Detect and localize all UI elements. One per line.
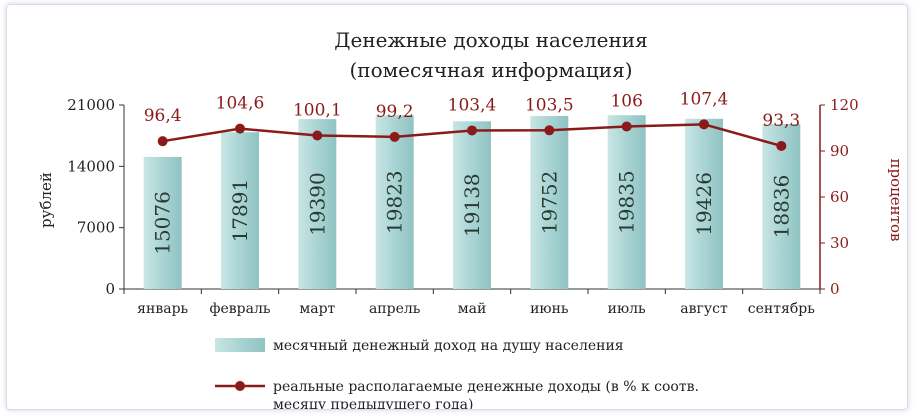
bar xyxy=(143,156,182,289)
bar xyxy=(530,115,569,289)
bar-value-label: 19138 xyxy=(460,173,484,237)
x-axis-category-label: июнь xyxy=(530,301,569,317)
left-axis-tick-label: 14000 xyxy=(67,157,115,175)
bar-value-label: 17891 xyxy=(228,179,252,243)
bar-value-label: 19823 xyxy=(383,170,407,234)
line-value-label: 99,2 xyxy=(376,102,414,122)
x-axis-category-label: апрель xyxy=(369,301,421,317)
line-value-label: 106 xyxy=(610,91,642,111)
left-axis-tick-label: 7000 xyxy=(77,219,115,237)
bar xyxy=(685,118,723,290)
line-value-label: 93,3 xyxy=(762,111,800,131)
right-axis-tick-label: 120 xyxy=(830,96,859,114)
legend-bar-swatch xyxy=(215,338,265,352)
line-point xyxy=(312,130,323,141)
line-point xyxy=(621,121,632,132)
line-point xyxy=(699,119,709,130)
bar xyxy=(607,115,646,290)
line-value-label: 104,6 xyxy=(216,94,265,114)
left-axis-tick-label: 0 xyxy=(105,280,115,298)
line-value-label: 103,5 xyxy=(525,95,574,115)
line-point xyxy=(157,136,168,147)
left-axis-title: рублей xyxy=(37,172,55,228)
right-axis-tick-label: 0 xyxy=(830,280,840,298)
bar xyxy=(453,121,491,289)
line-point xyxy=(235,123,245,134)
x-axis-category-label: январь xyxy=(137,301,188,317)
chart-canvas: Денежные доходы населения (помесячная ин… xyxy=(37,28,905,409)
chart-subtitle: (помесячная информация) xyxy=(349,58,632,82)
line-point xyxy=(467,125,477,136)
line-value-label: 100,1 xyxy=(293,101,342,121)
bar-value-label: 19835 xyxy=(615,170,639,234)
legend-line-label-cont: месяцу предыдущего года) xyxy=(273,397,473,409)
chart-frame: Денежные доходы населения (помесячная ин… xyxy=(6,4,908,410)
right-axis-title: процентов xyxy=(887,159,905,242)
bar-value-label: 19752 xyxy=(537,171,561,235)
line-point xyxy=(389,131,400,142)
bar xyxy=(298,119,337,290)
line-point xyxy=(776,140,787,151)
line-point xyxy=(544,125,555,136)
bar xyxy=(762,123,801,290)
x-axis-category-label: июль xyxy=(608,301,646,317)
right-axis-tick-label: 30 xyxy=(830,234,849,252)
bar-value-label: 15076 xyxy=(151,191,175,255)
line-value-label: 96,4 xyxy=(144,106,182,126)
bar-value-label: 19426 xyxy=(692,172,716,236)
legend-line-marker xyxy=(235,381,245,391)
chart-title: Денежные доходы населения xyxy=(334,28,647,52)
x-axis-category-label: февраль xyxy=(210,301,271,317)
line-value-label: 103,4 xyxy=(448,95,497,115)
bar-value-label: 18836 xyxy=(769,175,793,239)
bar xyxy=(375,115,414,289)
left-axis-tick-label: 21000 xyxy=(67,96,115,114)
x-axis-category-label: май xyxy=(458,301,487,317)
right-axis-tick-label: 60 xyxy=(830,188,849,206)
x-axis-category-label: август xyxy=(680,301,728,317)
bar xyxy=(221,132,259,289)
bar-value-label: 19390 xyxy=(305,172,329,236)
right-axis-tick-label: 90 xyxy=(830,142,849,160)
x-axis-category-label: сентябрь xyxy=(748,301,815,317)
line-value-label: 107,4 xyxy=(680,89,729,109)
legend-line-label: реальные располагаемые денежные доходы (… xyxy=(273,379,699,395)
legend-bar-label: месячный денежный доход на душу населени… xyxy=(273,338,624,354)
x-axis-category-label: март xyxy=(299,301,335,317)
